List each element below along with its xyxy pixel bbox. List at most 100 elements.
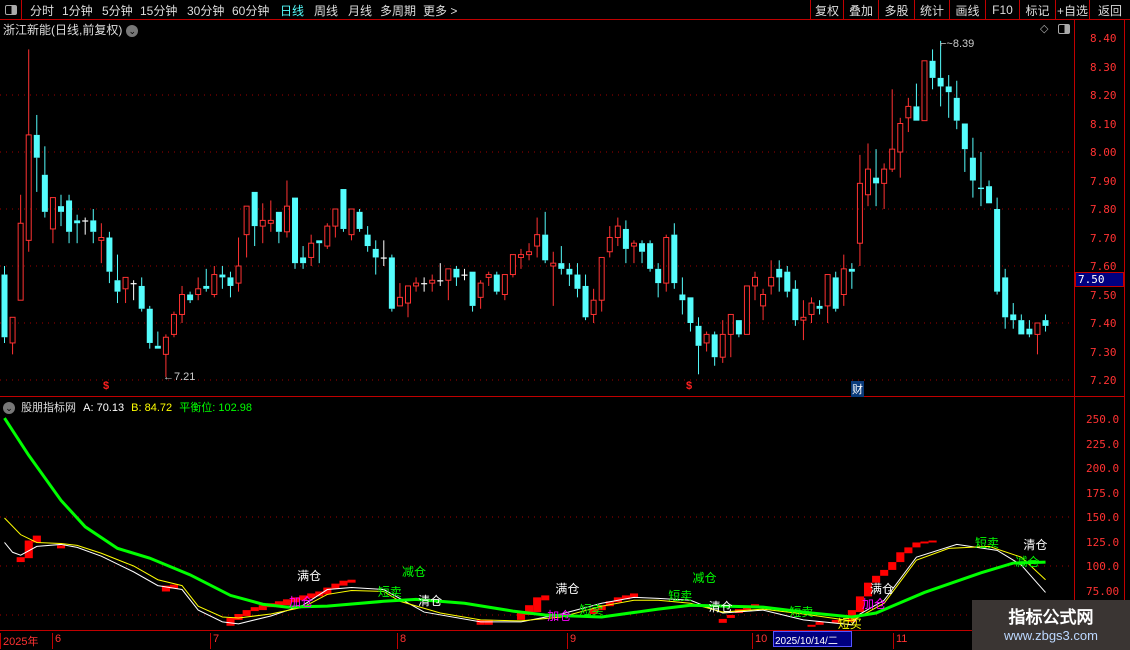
candle[interactable]: [703, 331, 710, 352]
candle[interactable]: [509, 254, 516, 278]
period-tab[interactable]: 月线: [348, 4, 373, 18]
toolbar-button[interactable]: 画线: [949, 0, 985, 20]
candle[interactable]: [1026, 320, 1033, 338]
finance-marker[interactable]: 财: [851, 381, 864, 397]
period-tab[interactable]: 周线: [314, 4, 339, 18]
candle[interactable]: [98, 223, 105, 264]
candle[interactable]: [687, 297, 694, 332]
candle[interactable]: [574, 263, 581, 298]
candle[interactable]: [187, 291, 194, 304]
period-tab[interactable]: 60分钟: [232, 4, 270, 18]
candle[interactable]: [929, 49, 936, 90]
candle[interactable]: [203, 268, 210, 292]
period-tab[interactable]: 更多 >: [423, 4, 458, 18]
candle[interactable]: [324, 223, 331, 249]
candle[interactable]: [526, 243, 533, 261]
candle[interactable]: [33, 114, 40, 192]
candle[interactable]: [9, 316, 16, 355]
candle[interactable]: [461, 268, 468, 281]
candle[interactable]: [663, 234, 670, 292]
candle[interactable]: [469, 271, 476, 312]
candle[interactable]: [259, 203, 266, 244]
candle[interactable]: [800, 300, 807, 341]
candle[interactable]: [752, 271, 759, 301]
candle[interactable]: [138, 277, 145, 312]
candle[interactable]: [768, 260, 775, 295]
candle[interactable]: [622, 220, 629, 264]
toolbar-button[interactable]: 标记: [1019, 0, 1055, 20]
candle[interactable]: [1042, 314, 1049, 332]
candle[interactable]: [405, 285, 411, 318]
candle[interactable]: [961, 123, 968, 172]
candle[interactable]: [517, 248, 524, 269]
candle[interactable]: [1010, 303, 1017, 329]
candle[interactable]: [921, 60, 928, 122]
candle[interactable]: [348, 208, 355, 241]
candle[interactable]: [90, 209, 97, 244]
candle[interactable]: [969, 137, 976, 198]
toolbar-button[interactable]: 统计: [914, 0, 949, 20]
candle[interactable]: [630, 240, 637, 264]
candle[interactable]: [421, 277, 428, 292]
candle[interactable]: [106, 231, 113, 284]
candle[interactable]: [356, 209, 363, 232]
candle[interactable]: [396, 283, 403, 307]
candle[interactable]: [82, 217, 89, 235]
candle[interactable]: [445, 268, 452, 301]
candle[interactable]: [905, 97, 912, 133]
candle[interactable]: [848, 263, 855, 289]
candle[interactable]: [719, 320, 726, 363]
candle[interactable]: [372, 240, 379, 275]
candle[interactable]: [727, 313, 734, 358]
candle[interactable]: [590, 288, 597, 323]
candle[interactable]: [582, 274, 589, 321]
candle[interactable]: [784, 266, 791, 298]
candle[interactable]: [17, 194, 24, 301]
candle[interactable]: [1034, 322, 1041, 355]
period-tab[interactable]: 5分钟: [102, 4, 133, 18]
candle[interactable]: [534, 217, 541, 258]
candle[interactable]: [679, 277, 686, 315]
candle[interactable]: [501, 274, 508, 301]
candle[interactable]: [639, 240, 646, 264]
dividend-marker-icon[interactable]: $: [686, 380, 693, 392]
candle[interactable]: [824, 274, 831, 323]
candle[interactable]: [251, 191, 258, 247]
candle[interactable]: [671, 223, 678, 289]
candle[interactable]: [889, 89, 896, 172]
candle[interactable]: [154, 331, 161, 349]
chevron-down-icon[interactable]: ⌄: [126, 24, 139, 37]
candle[interactable]: [735, 320, 742, 338]
candle[interactable]: [243, 205, 250, 258]
candle[interactable]: [864, 143, 871, 207]
candle[interactable]: [776, 260, 783, 292]
candle[interactable]: [945, 75, 952, 118]
candle[interactable]: [655, 263, 662, 298]
candle[interactable]: [711, 331, 718, 366]
candle[interactable]: [953, 80, 960, 130]
dividend-marker-icon[interactable]: $: [103, 380, 110, 392]
candle[interactable]: [179, 285, 186, 323]
period-tab[interactable]: 分时: [30, 4, 55, 18]
candle[interactable]: [340, 189, 347, 232]
candle[interactable]: [283, 180, 290, 238]
candle[interactable]: [170, 311, 177, 338]
diamond-icon[interactable]: ◇: [1040, 23, 1049, 35]
candle[interactable]: [413, 277, 420, 292]
candle[interactable]: [41, 146, 48, 218]
candle[interactable]: [122, 276, 129, 304]
panel-toggle-icon[interactable]: [0, 0, 22, 20]
candle[interactable]: [598, 256, 605, 312]
candle[interactable]: [477, 280, 484, 309]
candle[interactable]: [316, 240, 323, 264]
candle[interactable]: [66, 194, 73, 244]
candle[interactable]: [994, 197, 1001, 295]
candle[interactable]: [986, 180, 993, 204]
candle[interactable]: [614, 217, 621, 247]
period-tab[interactable]: 15分钟: [140, 4, 178, 18]
candle[interactable]: [332, 208, 339, 238]
candle[interactable]: [437, 263, 444, 286]
candle[interactable]: [493, 271, 500, 295]
candle[interactable]: [25, 49, 32, 252]
